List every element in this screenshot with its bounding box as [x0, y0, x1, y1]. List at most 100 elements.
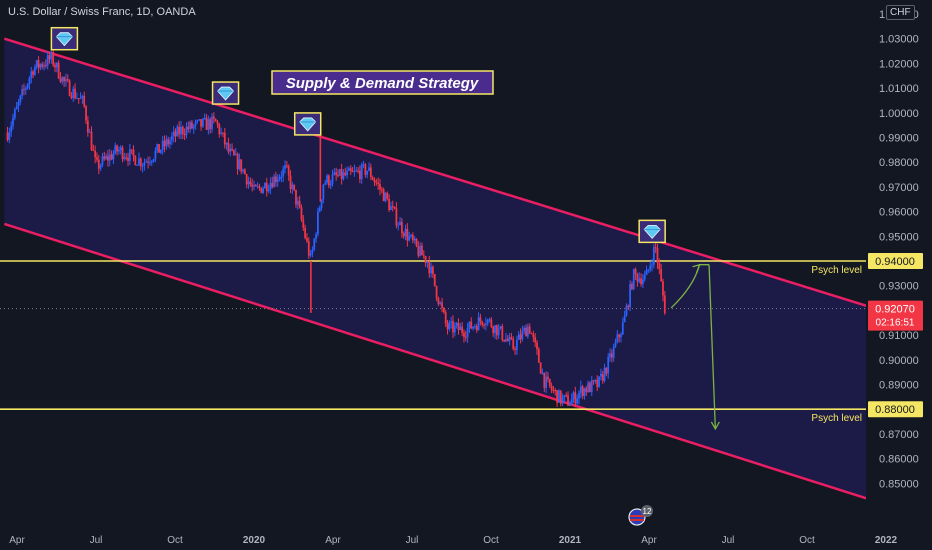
candle-body: [21, 89, 24, 96]
candle-body: [516, 340, 518, 350]
candle-body: [249, 181, 252, 185]
current-price-text: 0.92070: [875, 304, 915, 316]
candle-body: [85, 106, 87, 121]
candle-body: [253, 184, 255, 187]
candle-body: [329, 183, 332, 186]
candle-body: [565, 395, 568, 397]
candle-body: [474, 326, 476, 328]
candle-body: [430, 266, 433, 274]
candle-body: [304, 227, 307, 238]
candle-body: [74, 88, 76, 99]
candle-body: [627, 305, 630, 308]
candle-body: [242, 169, 244, 172]
candle-body: [125, 157, 128, 159]
candle-body: [65, 79, 67, 82]
candle-body: [402, 233, 405, 237]
channel-lower-line[interactable]: [3, 222, 874, 502]
candle-body: [636, 274, 639, 282]
candle-body: [161, 140, 164, 150]
candle-body: [623, 315, 626, 323]
candle-body: [165, 139, 168, 147]
time-tick-label: Jul: [406, 535, 419, 546]
current-price-badge[interactable]: [868, 300, 923, 331]
candle-body: [576, 398, 579, 404]
candle-body: [647, 269, 650, 271]
channel-upper-line[interactable]: [3, 37, 874, 310]
events-badge[interactable]: 12: [628, 505, 653, 526]
candle-body: [326, 175, 328, 183]
candle-body: [234, 153, 237, 156]
candle-body: [601, 373, 604, 382]
candle-body: [139, 158, 142, 167]
candle-body: [408, 236, 411, 241]
candle-body: [390, 206, 392, 211]
candle-body: [243, 169, 246, 175]
candle-body: [362, 164, 365, 166]
candle-body: [75, 98, 78, 100]
price-tick-label: 0.85000: [879, 478, 919, 490]
projection-down-path[interactable]: [708, 264, 717, 429]
strategy-title-box: [271, 70, 494, 95]
candle-body: [43, 64, 45, 67]
candle-body: [395, 208, 398, 226]
candle-body: [92, 150, 95, 152]
psych-price-badge[interactable]: [868, 253, 923, 269]
price-tick-label: 0.91000: [879, 330, 919, 342]
candle-body: [594, 379, 597, 382]
price-tick-label: 0.87000: [879, 429, 919, 441]
candle-body: [552, 389, 555, 391]
supply-marker[interactable]: [293, 112, 322, 136]
candle-body: [612, 346, 615, 358]
candle-body: [271, 182, 274, 188]
candle-body: [192, 125, 195, 129]
arrow-up-icon: [692, 263, 701, 273]
candle-body: [15, 106, 18, 110]
candle-body: [150, 161, 153, 163]
candle-body: [607, 357, 610, 374]
candle-body: [355, 170, 358, 172]
candle-body: [506, 338, 509, 341]
candle-body: [444, 312, 447, 324]
supply-marker[interactable]: [211, 81, 240, 105]
candle-body: [81, 95, 84, 98]
supply-marker[interactable]: [50, 26, 79, 51]
candle-body: [477, 317, 480, 331]
candle-body: [79, 97, 82, 99]
candle-body: [371, 177, 374, 181]
candle-body: [581, 386, 584, 397]
candle-body: [101, 156, 104, 166]
candle-body: [214, 118, 217, 122]
candle-body: [112, 153, 115, 160]
price-tick-label: 0.89000: [879, 380, 919, 392]
candle-body: [521, 330, 524, 340]
candle-body: [599, 373, 602, 377]
candle-body: [143, 162, 146, 166]
candle-body: [397, 225, 400, 227]
diamond-icon: [55, 32, 73, 47]
candle-body: [254, 184, 257, 187]
candle-body: [358, 170, 361, 180]
currency-badge[interactable]: CHF: [886, 5, 915, 20]
candle-body: [539, 362, 542, 374]
candle-body: [505, 338, 507, 342]
candle-body: [50, 52, 53, 60]
candle-body: [455, 323, 458, 326]
candle-body: [6, 132, 9, 140]
price-tick-label: 1.01000: [879, 83, 919, 95]
candle-body: [52, 52, 55, 65]
candle-body: [543, 372, 546, 388]
psych-price-badge-text: 0.88000: [875, 404, 915, 416]
price-tick-label: 0.95000: [879, 231, 919, 243]
time-tick-label: Apr: [641, 535, 657, 546]
candle-body: [205, 117, 208, 130]
candle-body: [346, 170, 349, 176]
supply-marker[interactable]: [638, 219, 666, 244]
candle-body: [285, 165, 288, 167]
psych-price-badge[interactable]: [868, 401, 923, 418]
candle-body: [526, 326, 529, 337]
candle-body: [220, 132, 223, 134]
candle-body: [643, 274, 646, 280]
candle-body: [10, 125, 13, 133]
candle-body: [486, 319, 489, 324]
